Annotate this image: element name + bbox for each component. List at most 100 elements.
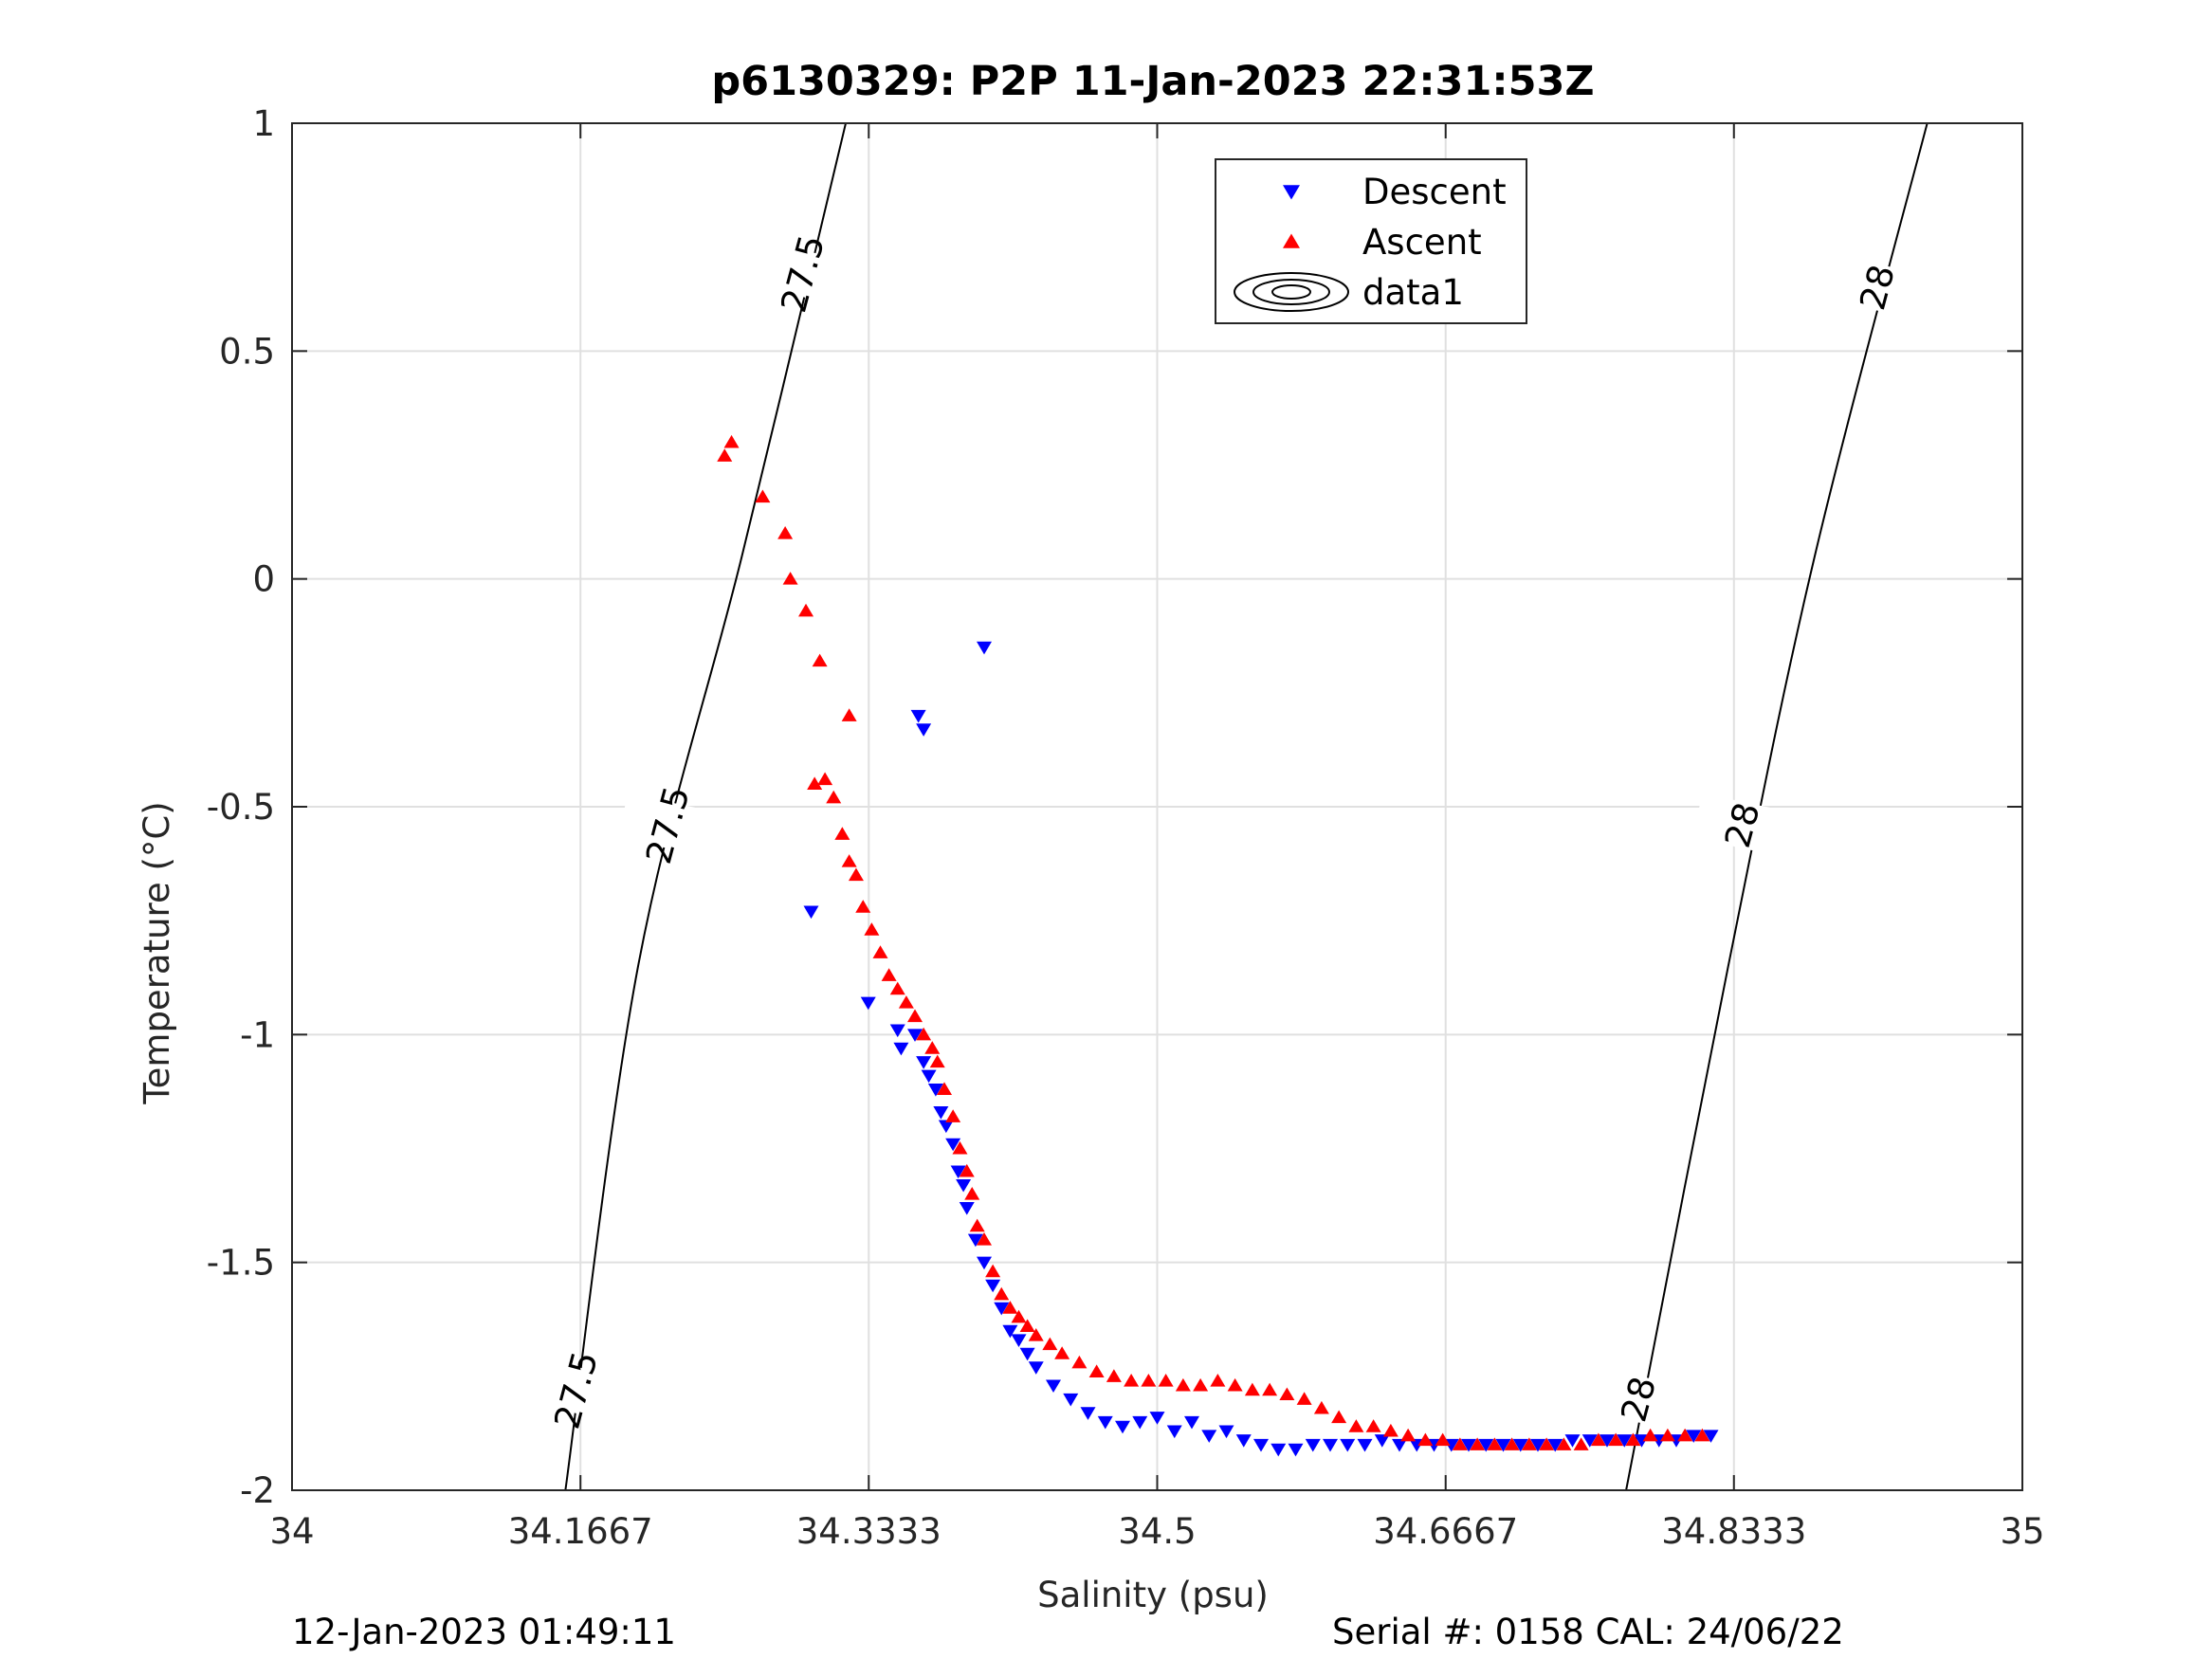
ascent-point: [1227, 1377, 1243, 1392]
ascent-point: [848, 867, 864, 882]
ascent-point: [969, 1218, 985, 1232]
ascent-point: [924, 1041, 941, 1054]
ascent-point: [1694, 1428, 1710, 1442]
descent-point: [1392, 1438, 1407, 1452]
ascent-point: [1028, 1327, 1044, 1341]
ascent-point: [826, 790, 842, 804]
descent-point: [1305, 1438, 1321, 1452]
descent-point: [1097, 1415, 1113, 1430]
ascent-point: [812, 653, 828, 667]
data-points: [717, 434, 1719, 1457]
ascent-point: [964, 1186, 980, 1200]
ascent-point: [817, 772, 833, 786]
ascent-point: [1158, 1374, 1174, 1387]
ascent-point: [1642, 1428, 1658, 1442]
ascent-point: [777, 526, 794, 539]
legend-box: [1215, 158, 1527, 324]
ascent-point: [1175, 1377, 1191, 1392]
ascent-point: [1677, 1428, 1693, 1442]
descent-point: [1600, 1434, 1615, 1448]
descent-point: [1617, 1434, 1633, 1448]
ascent-point: [1088, 1364, 1105, 1378]
ascent-point: [1521, 1437, 1537, 1450]
y-tick-label: 0.5: [219, 331, 275, 372]
descent-point: [1547, 1438, 1563, 1452]
contour-label: 27.5: [773, 230, 832, 317]
y-tick-label: 1: [252, 103, 275, 144]
ascent-point: [1573, 1437, 1589, 1450]
descent-point: [938, 1120, 954, 1134]
ascent-point: [1210, 1374, 1226, 1387]
ascent-point: [1193, 1377, 1209, 1392]
contour-label: 27.5: [638, 782, 698, 868]
footer-timestamp: 12-Jan-2023 01:49:11: [292, 1612, 676, 1652]
descent-point: [889, 1024, 905, 1038]
descent-point: [1581, 1434, 1598, 1448]
descent-point: [945, 1138, 961, 1152]
ascent-point: [1539, 1437, 1555, 1450]
ascent-point: [916, 1027, 932, 1041]
descent-point: [994, 1302, 1010, 1316]
ascent-point: [1470, 1437, 1486, 1450]
descent-point: [1564, 1434, 1581, 1448]
ascent-point: [1011, 1309, 1027, 1323]
ascent-point: [872, 945, 888, 958]
chart-title: p6130329: P2P 11-Jan-2023 22:31:53Z: [711, 58, 1594, 105]
legend-marker-ascent: [1283, 233, 1300, 248]
ascent-point: [807, 776, 823, 790]
y-tick-label: -0.5: [207, 787, 275, 828]
ascent-point: [1417, 1432, 1434, 1447]
descent-point: [1184, 1415, 1199, 1430]
descent-point: [916, 1056, 932, 1069]
descent-point: [1080, 1407, 1096, 1420]
y-tick-label: -1.5: [207, 1243, 275, 1284]
ascent-point: [1019, 1319, 1035, 1332]
descent-point: [921, 1069, 937, 1084]
contour-line-27.5: [564, 122, 847, 1491]
descent-point: [893, 1042, 909, 1056]
legend-contour-icon: [1271, 284, 1311, 300]
ascent-point: [881, 968, 897, 981]
descent-point: [1495, 1438, 1511, 1452]
descent-point: [1357, 1438, 1373, 1452]
descent-point: [1512, 1438, 1528, 1452]
descent-point: [1115, 1420, 1130, 1434]
ascent-point: [1659, 1428, 1675, 1442]
x-tick-label: 34.1667: [508, 1511, 653, 1552]
descent-point: [1530, 1438, 1545, 1452]
ascent-point: [1487, 1437, 1503, 1450]
ascent-point: [952, 1140, 968, 1155]
ascent-point: [1331, 1410, 1347, 1424]
ascent-point: [1348, 1419, 1364, 1432]
descent-point: [1235, 1434, 1252, 1448]
descent-point: [985, 1279, 1001, 1293]
descent-point: [907, 1029, 923, 1042]
ascent-point: [985, 1264, 1001, 1278]
ascent-point: [834, 827, 850, 840]
descent-point: [1201, 1430, 1217, 1443]
descent-point: [977, 641, 992, 655]
descent-point: [1461, 1438, 1476, 1452]
ascent-point: [1124, 1374, 1140, 1387]
contour-label-bg: [1692, 793, 1792, 857]
x-tick-label: 34.6667: [1373, 1511, 1518, 1552]
descent-point: [1166, 1425, 1182, 1439]
descent-point: [977, 1256, 992, 1270]
descent-point: [803, 905, 819, 920]
ascent-point: [841, 708, 857, 721]
legend-label: Descent: [1362, 172, 1507, 212]
descent-point: [1002, 1324, 1018, 1339]
descent-point: [1374, 1434, 1390, 1448]
ascent-point: [723, 434, 740, 448]
legend-contour-icon: [1252, 279, 1330, 305]
ascent-point: [1054, 1346, 1070, 1359]
y-axis-label: Temperature (°C): [137, 801, 177, 1104]
ascent-point: [1313, 1400, 1329, 1414]
descent-point: [1271, 1443, 1287, 1457]
descent-point: [1218, 1425, 1234, 1439]
ascent-point: [755, 489, 771, 503]
ascent-point: [1042, 1337, 1058, 1351]
y-tick-label: -1: [240, 1014, 275, 1055]
